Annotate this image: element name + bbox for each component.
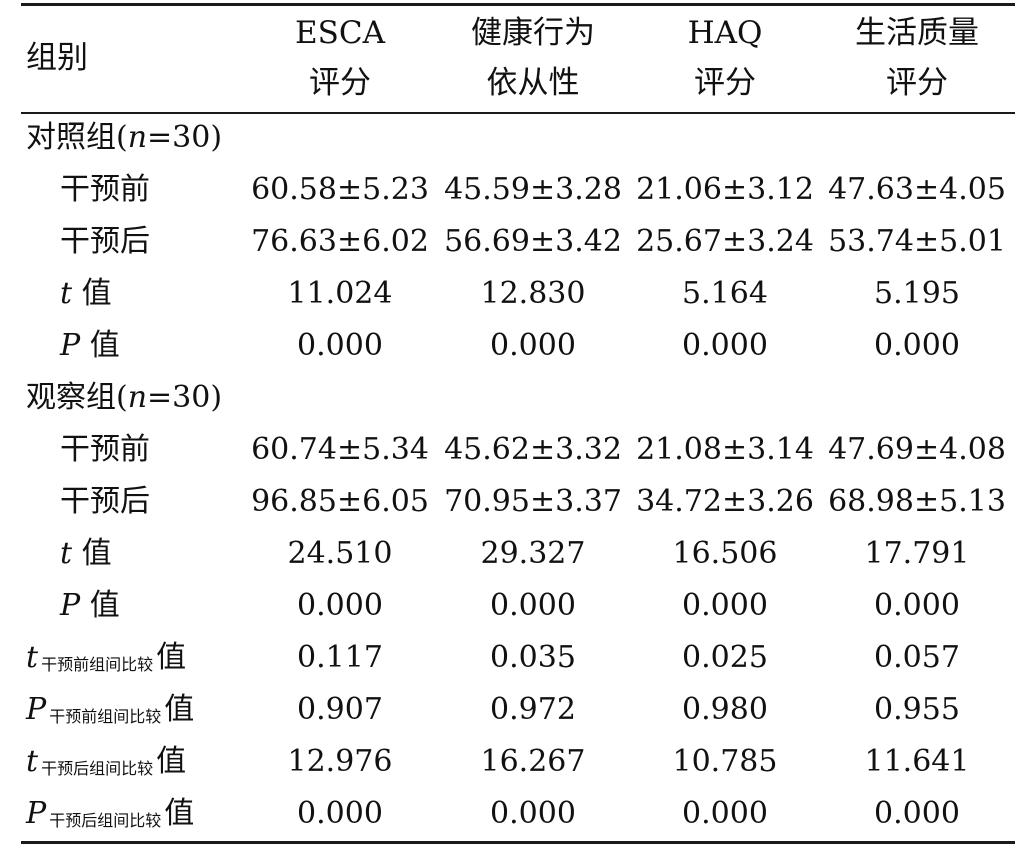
top-rule [21, 3, 1015, 6]
header-esca-line1: ESCA [295, 15, 385, 51]
table-cell: 53.74±5.01 [828, 224, 1006, 259]
table-cell: 0.000 [682, 588, 768, 623]
table-cell: 21.08±3.14 [636, 432, 814, 467]
table-cell: 16.267 [480, 744, 586, 779]
table-cell: 5.195 [874, 276, 960, 311]
table-cell: 0.000 [297, 588, 383, 623]
row-label: P 干预后组间比较值 [26, 796, 195, 831]
table-cell: 76.63±6.02 [251, 224, 429, 259]
table-cell: 70.95±3.37 [444, 484, 622, 519]
header-haq-line2: 评分 [694, 65, 756, 101]
table-cell: 11.024 [287, 276, 393, 311]
table-cell: 0.972 [490, 692, 576, 727]
table-cell: 60.58±5.23 [251, 172, 429, 207]
row-label: 干预前 [60, 432, 150, 467]
table-cell: 47.63±4.05 [828, 172, 1006, 207]
table-cell: 21.06±3.12 [636, 172, 814, 207]
table-cell: 0.000 [874, 328, 960, 363]
header-group: 组别 [26, 40, 88, 76]
table-cell: 60.74±5.34 [251, 432, 429, 467]
header-esca-line2: 评分 [309, 65, 371, 101]
table-cell: 56.69±3.42 [444, 224, 622, 259]
table-cell: 0.000 [297, 796, 383, 831]
row-label: t 值 [60, 536, 112, 571]
table-cell: 12.976 [287, 744, 393, 779]
table-cell: 0.000 [874, 796, 960, 831]
table-cell: 0.907 [297, 692, 383, 727]
table-cell: 16.506 [672, 536, 778, 571]
table-cell: 96.85±6.05 [251, 484, 429, 519]
header-haq-line1: HAQ [687, 15, 763, 51]
table-cell: 47.69±4.08 [828, 432, 1006, 467]
row-label: t 干预前组间比较值 [26, 640, 187, 675]
table-cell: 29.327 [480, 536, 586, 571]
table-cell: 34.72±3.26 [636, 484, 814, 519]
row-label: 干预后 [60, 224, 150, 259]
bottom-rule [21, 841, 1015, 844]
row-label: P 值 [60, 588, 120, 623]
header-qol-line2: 评分 [886, 65, 948, 101]
table-cell: 17.791 [864, 536, 970, 571]
group-control-label: 对照组(n=30) [26, 120, 223, 155]
table-cell: 11.641 [864, 744, 970, 779]
table-cell: 25.67±3.24 [636, 224, 814, 259]
header-rule [21, 112, 1015, 114]
table-cell: 0.000 [874, 588, 960, 623]
table-cell: 0.000 [490, 328, 576, 363]
table-cell: 0.000 [297, 328, 383, 363]
row-label: P 干预前组间比较值 [26, 692, 195, 727]
row-label: P 值 [60, 328, 120, 363]
table-cell: 0.000 [490, 796, 576, 831]
header-qol-line1: 生活质量 [855, 15, 979, 51]
table-cell: 0.955 [874, 692, 960, 727]
table-cell: 5.164 [682, 276, 768, 311]
table-cell: 0.980 [682, 692, 768, 727]
table-cell: 68.98±5.13 [828, 484, 1006, 519]
header-compliance-line1: 健康行为 [471, 15, 595, 51]
table-cell: 12.830 [480, 276, 586, 311]
table-cell: 45.59±3.28 [444, 172, 622, 207]
table-cell: 0.057 [874, 640, 960, 675]
row-label: t 干预后组间比较值 [26, 744, 187, 779]
table-cell: 0.117 [297, 640, 383, 675]
row-label: 干预前 [60, 172, 150, 207]
table-cell: 0.000 [682, 328, 768, 363]
group-observe-label: 观察组(n=30) [26, 380, 223, 415]
row-label: 干预后 [60, 484, 150, 519]
table-cell: 0.000 [682, 796, 768, 831]
row-label: t 值 [60, 276, 112, 311]
table-cell: 10.785 [672, 744, 778, 779]
table-cell: 0.000 [490, 588, 576, 623]
table-cell: 0.025 [682, 640, 768, 675]
table-cell: 24.510 [287, 536, 393, 571]
header-compliance-line2: 依从性 [486, 65, 580, 101]
table-cell: 0.035 [490, 640, 576, 675]
table-cell: 45.62±3.32 [444, 432, 622, 467]
